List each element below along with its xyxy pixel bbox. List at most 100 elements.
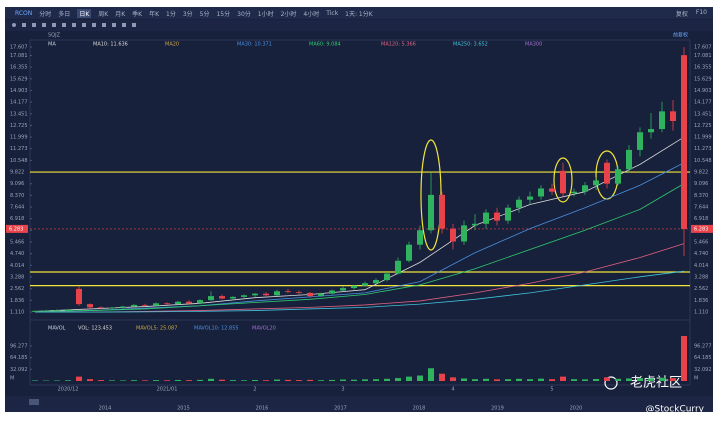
period-tab[interactable]: 多日 xyxy=(58,10,71,18)
period-tab[interactable]: 1小时 xyxy=(257,10,274,18)
volume-bar xyxy=(428,368,434,381)
candle-body xyxy=(296,292,302,293)
volume-tick-label: 32.092 xyxy=(10,367,28,373)
toolbar-right: 复权 F10 xyxy=(676,9,713,18)
candle-body xyxy=(681,55,687,229)
candle-body xyxy=(604,162,610,184)
candle-body xyxy=(142,304,148,306)
volume-bar xyxy=(384,378,390,381)
candle-body xyxy=(626,149,632,170)
overview-bar xyxy=(5,396,713,412)
volume-bar xyxy=(373,379,379,381)
candle-body xyxy=(615,169,621,184)
volume-bar xyxy=(175,379,181,381)
adjust-mode[interactable]: 前复权 xyxy=(673,32,688,39)
volume-bar xyxy=(450,377,456,381)
ma-legend: MA300 xyxy=(525,42,542,48)
candle-body xyxy=(307,292,313,297)
period-tab[interactable]: 1天: 1分K xyxy=(345,10,373,18)
brand: 老虎社区 xyxy=(630,375,682,391)
period-tab[interactable]: 年K xyxy=(149,10,159,18)
year-label: 2017 xyxy=(334,406,347,412)
y-tick-label: 5.466 xyxy=(694,240,708,246)
y-tick-label: 4.014 xyxy=(694,263,708,269)
year-label: 2019 xyxy=(491,406,504,412)
volume-bar xyxy=(98,380,104,381)
author: @StockCurry xyxy=(646,405,705,415)
candle-body xyxy=(76,288,82,305)
period-tab[interactable]: 分时 xyxy=(39,10,52,18)
y-tick-label: 2.562 xyxy=(10,286,24,292)
volume-bar xyxy=(604,377,610,381)
ma-line xyxy=(35,243,685,313)
volume-bar xyxy=(681,336,687,381)
period-tab[interactable]: 30分 xyxy=(237,10,251,18)
period-tab[interactable]: Tick xyxy=(326,9,339,17)
y-tick-label: 1.110 xyxy=(10,310,24,316)
candle-body xyxy=(516,199,522,208)
candle-body xyxy=(659,111,665,130)
y-tick-label: 7.644 xyxy=(10,205,24,211)
volume-legend: MAVOL5: 25.087 xyxy=(136,326,177,332)
y-tick-label: 17.607 xyxy=(10,45,28,51)
volume-bar xyxy=(637,378,643,381)
candle-body xyxy=(373,280,379,284)
candle-body xyxy=(472,223,478,226)
period-tab[interactable]: 5分 xyxy=(199,10,210,18)
ma-legend: MA20 xyxy=(165,42,179,48)
period-tab[interactable]: 15分 xyxy=(216,10,231,18)
volume-bar xyxy=(483,378,489,381)
candle-body xyxy=(32,310,38,312)
volume-bar xyxy=(307,379,313,381)
y-tick-label: 17.081 xyxy=(10,53,28,59)
y-tick-label: 9.096 xyxy=(694,181,708,187)
volume-bar xyxy=(549,379,555,381)
y-tick-label: 3.288 xyxy=(10,275,24,281)
volume-bar xyxy=(120,380,126,381)
ma-line xyxy=(35,270,685,313)
volume-bar xyxy=(65,380,71,381)
y-tick-label: 12.725 xyxy=(10,123,28,129)
candle-body xyxy=(164,303,170,305)
volume-bar xyxy=(219,379,225,381)
y-tick-label: 12.725 xyxy=(694,123,712,129)
period-tab[interactable]: 1分 xyxy=(166,10,176,18)
y-tick-label: 1.836 xyxy=(10,298,24,304)
candle-body xyxy=(274,291,280,296)
candle-body xyxy=(120,306,126,308)
toolbar-button[interactable]: 复权 xyxy=(675,10,688,18)
y-tick-label: 7.644 xyxy=(694,205,708,211)
y-tick-label: 1.836 xyxy=(694,298,708,304)
candle-body xyxy=(670,111,676,122)
period-tab[interactable]: 4小时 xyxy=(303,10,320,18)
volume-bar xyxy=(538,378,544,381)
y-tick-label: 2.562 xyxy=(694,286,708,292)
candle-body xyxy=(340,288,346,291)
period-tab[interactable]: 月K xyxy=(115,10,126,18)
candle-body xyxy=(65,309,71,311)
y-tick-label: 11.273 xyxy=(694,146,712,152)
volume-bar xyxy=(76,376,82,381)
period-tab[interactable]: 日K xyxy=(77,8,92,18)
volume-bar xyxy=(406,376,412,381)
volume-tick-label: 32.092 xyxy=(694,367,712,373)
candle-body xyxy=(538,188,544,197)
period-tab[interactable]: 季K xyxy=(132,10,143,18)
candle-body xyxy=(219,296,225,299)
volume-bar xyxy=(263,380,269,381)
y-tick-label: 11.273 xyxy=(10,146,28,152)
period-tab[interactable]: 3分 xyxy=(182,10,193,18)
volume-bar xyxy=(560,376,566,381)
y-tick-label: 5.466 xyxy=(10,240,24,246)
period-tab[interactable]: 周K xyxy=(98,10,109,18)
candle-body xyxy=(505,207,511,221)
overview-handle[interactable] xyxy=(29,399,39,405)
period-tab[interactable]: 2小时 xyxy=(280,10,297,18)
candle-body xyxy=(241,295,247,297)
symbol[interactable]: RCON xyxy=(15,9,33,17)
toolbar-button[interactable]: F10 xyxy=(695,8,707,16)
volume-bar xyxy=(230,380,236,381)
y-tick-label: 16.355 xyxy=(10,65,28,71)
